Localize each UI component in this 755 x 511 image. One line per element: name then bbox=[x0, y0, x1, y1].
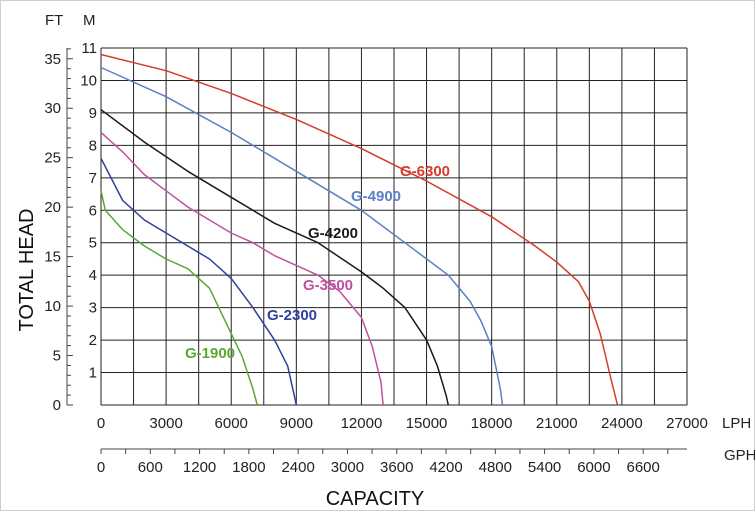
x-lph-tick-label: 24000 bbox=[601, 415, 643, 432]
x-gph-tick-label: 600 bbox=[138, 459, 163, 476]
x-gph-tick-label: 1800 bbox=[232, 459, 265, 476]
y-m-tick-label: 3 bbox=[89, 300, 97, 317]
y-ft-tick-label: 15 bbox=[44, 249, 61, 266]
y-ft-tick-label: 5 bbox=[53, 348, 61, 365]
y-ft-tick-label: 10 bbox=[44, 298, 61, 315]
x-lph-tick-label: 9000 bbox=[280, 415, 313, 432]
y-ft-tick-label: 20 bbox=[44, 199, 61, 216]
series-label-g-6300: G-6300 bbox=[400, 163, 450, 180]
series-line-g-4200 bbox=[100, 109, 450, 406]
y-right-unit-label: M bbox=[83, 12, 96, 29]
series-label-g-4900: G-4900 bbox=[351, 188, 401, 205]
y-m-tick-label: 10 bbox=[80, 72, 97, 89]
y-ft-tick-label: 35 bbox=[44, 51, 61, 68]
x-gph-tick-label: 4800 bbox=[479, 459, 512, 476]
y-m-tick-label: 6 bbox=[89, 202, 97, 219]
series-label-g-4200: G-4200 bbox=[308, 225, 358, 242]
y-m-tick-label: 2 bbox=[89, 332, 97, 349]
x-axis-title: CAPACITY bbox=[326, 488, 425, 510]
x-gph-tick-label: 3600 bbox=[380, 459, 413, 476]
x-gph-tick-label: 5400 bbox=[528, 459, 561, 476]
labels-layer: G-1900 G-2300 G-3500 G-4200 G-4900 G-6300 bbox=[185, 163, 450, 362]
series-line-g-3500 bbox=[100, 131, 384, 406]
y-m-tick-label: 4 bbox=[89, 267, 97, 284]
x-lph-tick-label: 15000 bbox=[406, 415, 448, 432]
y-m-tick-label: 5 bbox=[89, 235, 97, 252]
y-m-tick-label: 1 bbox=[89, 365, 97, 382]
y-m-tick-label: 8 bbox=[89, 137, 97, 154]
x-lph-tick-label: 27000 bbox=[666, 415, 708, 432]
x-lph-tick-label: 6000 bbox=[215, 415, 248, 432]
series-line-g-4900 bbox=[100, 66, 504, 406]
y-ft-tick-label: 25 bbox=[44, 150, 61, 167]
series-label-g-2300: G-2300 bbox=[267, 307, 317, 324]
x-lph-tick-label: 21000 bbox=[536, 415, 578, 432]
x-secondary-unit-label: GPH bbox=[724, 447, 755, 464]
series-label-g-3500: G-3500 bbox=[303, 277, 353, 294]
x-lph-tick-label: 18000 bbox=[471, 415, 513, 432]
y-ft-tick-label: 30 bbox=[44, 100, 61, 117]
x-lph-tick-label: 3000 bbox=[149, 415, 182, 432]
y-m-tick-label: 9 bbox=[89, 105, 97, 122]
series-line-g-2300 bbox=[100, 157, 298, 406]
x-gph-tick-label: 6000 bbox=[577, 459, 610, 476]
series-label-g-1900: G-1900 bbox=[185, 345, 235, 362]
y-m-tick-label: 11 bbox=[81, 40, 97, 57]
series-line-g-1900 bbox=[100, 190, 259, 406]
y-m-tick-label: 7 bbox=[89, 170, 97, 187]
series-layer bbox=[100, 53, 619, 406]
y-left-unit-label: FT bbox=[45, 12, 63, 29]
x-gph-tick-label: 1200 bbox=[183, 459, 216, 476]
y-ft-tick-label: 0 bbox=[53, 397, 61, 414]
x-lph-tick-label: 0 bbox=[97, 415, 105, 432]
x-gph-tick-label: 2400 bbox=[281, 459, 314, 476]
x-primary-unit-label: LPH bbox=[722, 415, 751, 432]
series-line-g-6300 bbox=[100, 53, 619, 406]
x-gph-tick-label: 4200 bbox=[429, 459, 462, 476]
x-lph-tick-label: 12000 bbox=[341, 415, 383, 432]
x-gph-tick-label: 0 bbox=[97, 459, 105, 476]
x-gph-tick-label: 6600 bbox=[626, 459, 659, 476]
grid bbox=[100, 47, 688, 406]
x-gph-tick-label: 3000 bbox=[331, 459, 364, 476]
y-axis-title: TOTAL HEAD bbox=[16, 209, 38, 332]
